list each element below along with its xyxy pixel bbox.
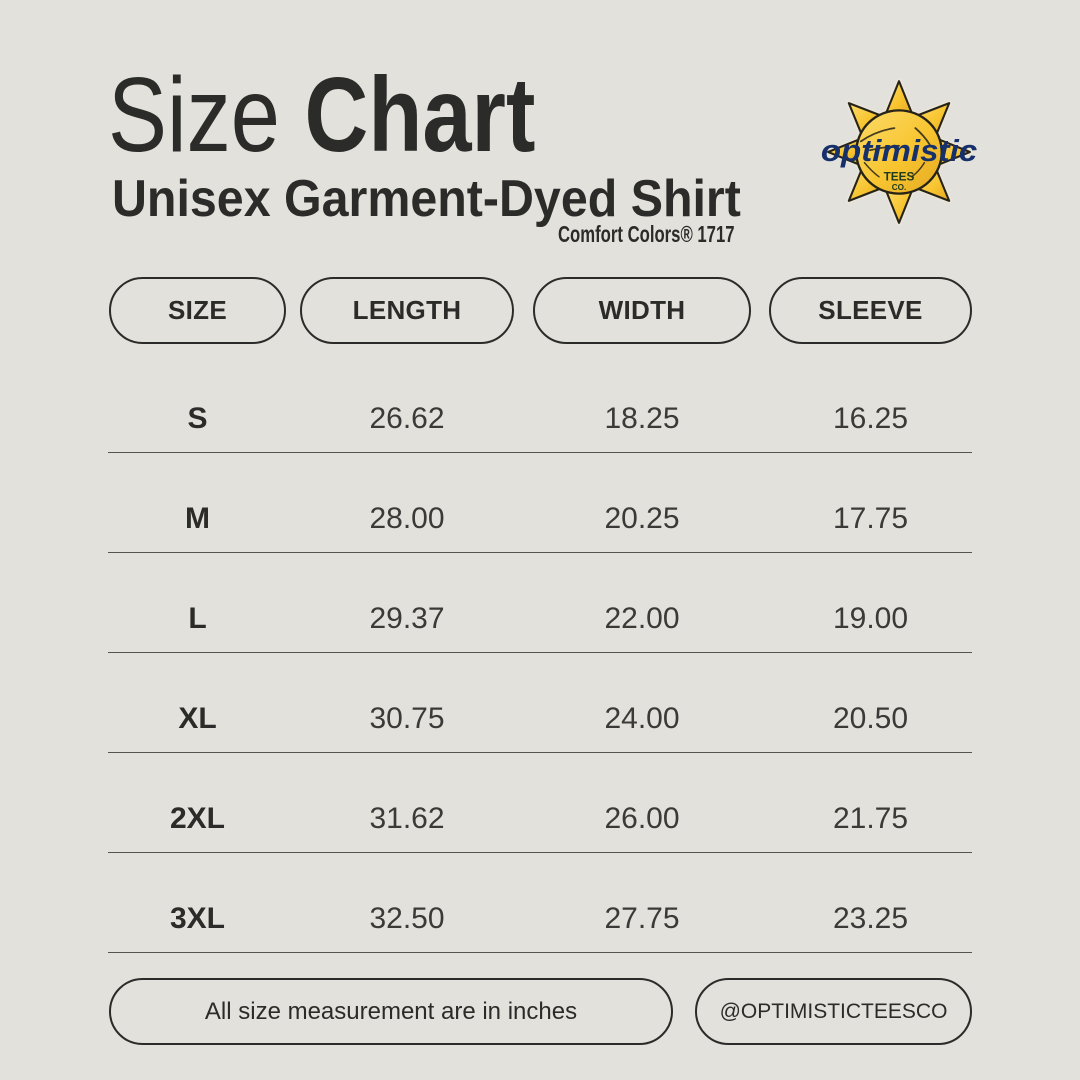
svg-text:CO.: CO. [892, 183, 907, 192]
svg-text:TEES: TEES [884, 170, 915, 183]
svg-text:optimistic: optimistic [821, 134, 977, 168]
